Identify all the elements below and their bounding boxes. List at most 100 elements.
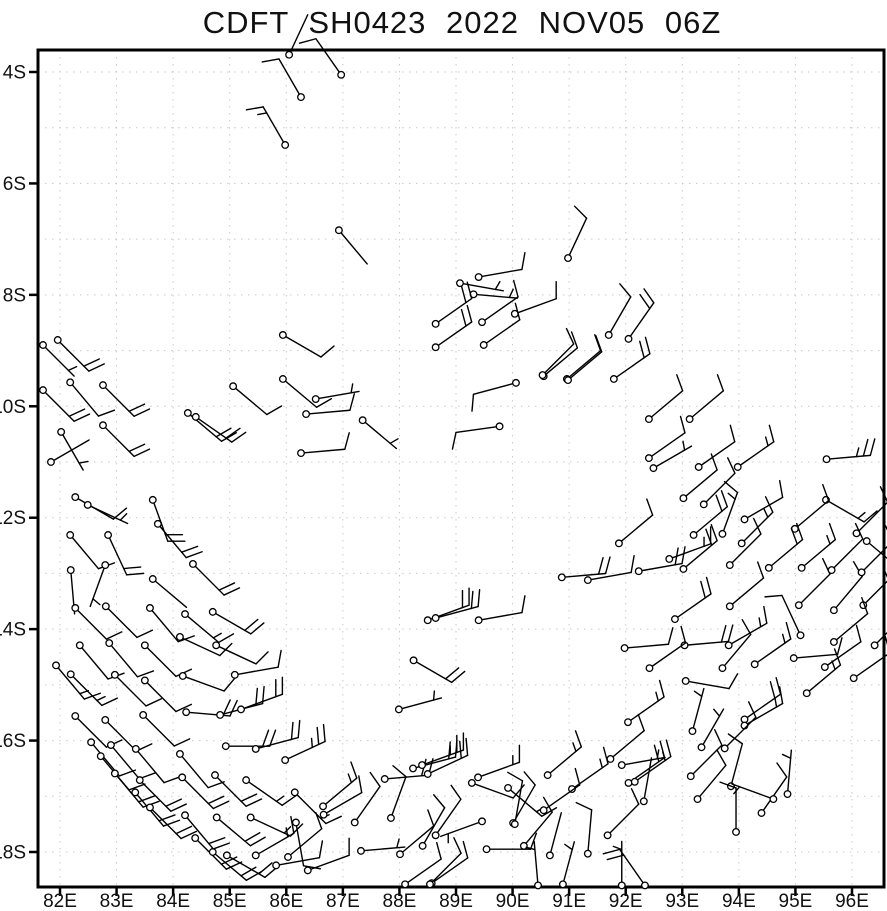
station-circle (733, 463, 742, 471)
station-circle (822, 455, 831, 464)
barb-feather-full (462, 840, 469, 859)
station-circle (182, 708, 191, 717)
barb-feather-full (529, 832, 538, 850)
station-circle (670, 615, 679, 624)
station-circle (99, 381, 107, 390)
station-circle (212, 641, 221, 650)
barb-feather-full (512, 784, 525, 799)
wind-barb (797, 522, 837, 572)
barb-feather-full (448, 741, 451, 760)
barb-feather-half (96, 695, 106, 702)
station-circle (181, 610, 189, 619)
barb-feather-half (727, 492, 736, 500)
barb-feather-full (720, 490, 729, 508)
station-circle (396, 850, 404, 859)
barb-staff (876, 631, 887, 644)
wind-barb (699, 457, 736, 509)
wind-barb (764, 522, 804, 572)
barb-feather-half (285, 827, 289, 838)
station-circle (495, 422, 504, 431)
barb-staff (437, 321, 473, 347)
wind-barb (131, 788, 181, 827)
barb-feather-full (769, 681, 776, 699)
y-tick-label: 18S (0, 842, 26, 863)
station-circle (380, 775, 389, 783)
barb-feather-full (713, 729, 723, 746)
station-circle (862, 537, 871, 546)
station-circle (208, 848, 217, 856)
wind-barb (272, 840, 324, 870)
barb-feather-half (92, 598, 101, 606)
wind-barb (66, 378, 116, 417)
wind-barb (431, 588, 481, 622)
station-circle (237, 705, 245, 714)
station-circle (297, 93, 305, 102)
x-tick-label: 89E (439, 891, 473, 911)
barb-feather-full (776, 762, 788, 778)
barb-staff (436, 798, 462, 834)
barb-staff (564, 572, 607, 578)
barb-feather-full (218, 582, 236, 591)
barb-staff (587, 809, 593, 852)
station-circle (358, 416, 367, 425)
barb-feather-full (747, 701, 757, 718)
barb-feather-full (574, 767, 581, 786)
station-circle (284, 853, 292, 861)
wind-barb (614, 498, 654, 548)
barb-feather-full (658, 679, 665, 698)
barb-staff (863, 545, 887, 571)
barb-staff (619, 848, 644, 884)
wind-barb (222, 851, 279, 879)
wind-barb (302, 393, 356, 419)
barb-staff (318, 390, 360, 400)
barb-staff (723, 633, 752, 667)
station-circle (764, 563, 773, 572)
station-circle (216, 710, 225, 719)
barb-feather-half (826, 534, 831, 545)
barb-feather-full (630, 555, 635, 574)
barb-feather-half (432, 690, 436, 701)
barb-feather-full (128, 783, 146, 791)
wind-barb (740, 479, 784, 524)
barb-staff (423, 807, 446, 844)
barb-staff (762, 776, 788, 811)
wind-barb (718, 619, 752, 673)
barb-staff (364, 421, 398, 450)
barb-feather-full (175, 825, 193, 835)
station-circle (482, 845, 491, 854)
y-tick-label: 8S (3, 285, 26, 306)
wind-barb (221, 729, 277, 751)
barb-feather-full (170, 803, 187, 812)
station-circle (624, 718, 632, 727)
barb-staff (828, 500, 865, 523)
barb-staff (355, 785, 381, 821)
station-circle (538, 371, 547, 380)
barb-feather-full (884, 635, 887, 646)
wind-barb (153, 519, 203, 559)
wind-barb (620, 627, 674, 653)
barb-feather-half (525, 846, 536, 851)
station-circle (558, 880, 567, 889)
wind-barb (431, 304, 473, 352)
wind-barb (251, 815, 295, 860)
wind-barb (482, 832, 538, 854)
x-tick-label: 86E (269, 891, 303, 911)
barb-staff (303, 448, 346, 454)
barb-feather-half (781, 633, 786, 644)
barb-feather-full (436, 841, 442, 860)
station-circle (131, 788, 140, 797)
barb-staff (509, 789, 543, 817)
barb-staff (787, 749, 793, 792)
wind-barb (431, 281, 473, 328)
station-circle (71, 604, 80, 612)
barb-staff (387, 774, 430, 780)
wind-barb (291, 818, 321, 870)
barb-staff (485, 319, 521, 344)
barb-feather-full (269, 729, 277, 747)
wind-barb (101, 602, 154, 639)
x-tick-label: 93E (665, 891, 699, 911)
wind-barb (757, 762, 788, 817)
barb-feather-full (105, 631, 123, 640)
wind-barb (689, 490, 729, 539)
station-circle (281, 756, 290, 765)
